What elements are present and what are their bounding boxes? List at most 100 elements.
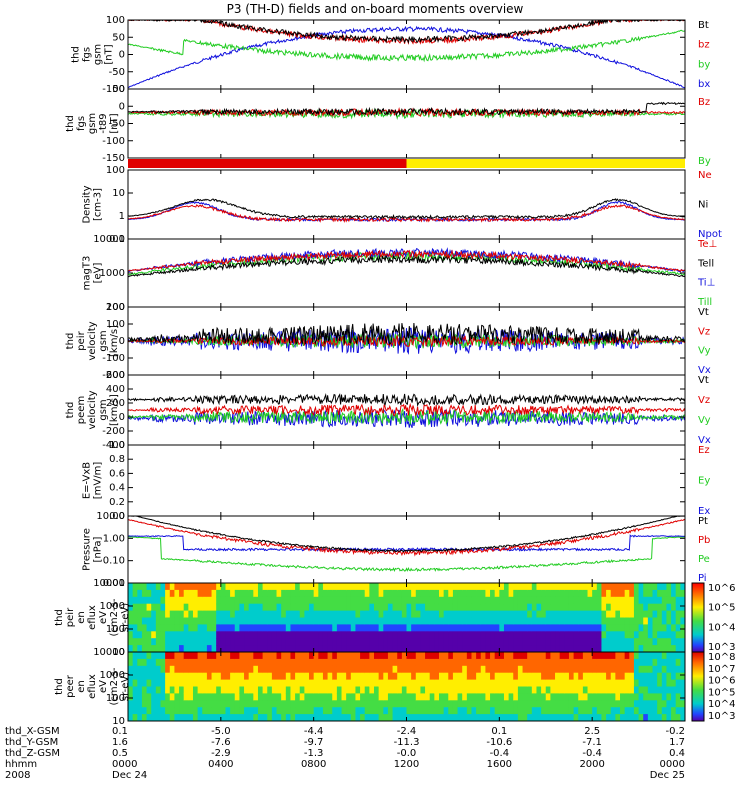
heatmap-cell (661, 638, 667, 646)
heatmap-cell (155, 672, 161, 681)
heatmap-cell (503, 589, 510, 598)
heatmap-cell (192, 624, 199, 632)
heatmap-cell (666, 645, 672, 652)
heatmap-cell (313, 624, 319, 632)
y-axis-label: en (76, 680, 87, 693)
heatmap-cell (355, 714, 361, 721)
heatmap-cell (638, 700, 644, 708)
heatmap-cell (578, 631, 584, 639)
heatmap-cell (211, 693, 217, 701)
heatmap-cell (239, 645, 245, 652)
heatmap-cell (448, 624, 454, 632)
heatmap-cell (151, 638, 157, 646)
heatmap-cell (448, 672, 454, 681)
heatmap-cell (657, 686, 663, 694)
heatmap-cell (550, 596, 556, 605)
heatmap-cell (443, 645, 449, 652)
heatmap-cell (322, 617, 329, 625)
heatmap-cell (220, 603, 226, 612)
heatmap-cell (336, 617, 343, 625)
heatmap-cell (230, 672, 236, 681)
y-tick-label: 50 (112, 84, 125, 95)
heatmap-cell (671, 700, 677, 708)
heatmap-cell (675, 589, 681, 598)
heatmap-cell (262, 617, 268, 625)
heatmap-cell (220, 658, 226, 667)
heatmap-cell (234, 583, 240, 591)
legend-entry: Pb (698, 535, 710, 546)
heatmap-cell (128, 665, 134, 674)
x-row-value: 1200 (394, 759, 419, 770)
legend-entry: Npot (698, 229, 722, 240)
heatmap-cell (425, 596, 431, 605)
heatmap-cell (541, 631, 547, 639)
heatmap-cell (392, 658, 398, 667)
heatmap-cell (387, 714, 394, 721)
heatmap-cell (179, 672, 185, 681)
heatmap-cell (643, 693, 649, 701)
heatmap-cell (490, 589, 496, 598)
heatmap-cell (476, 707, 482, 715)
heatmap-cell (443, 700, 449, 708)
heatmap-cell (318, 652, 324, 660)
heatmap-cell (564, 652, 570, 660)
legend-entry: Te⊥ (697, 239, 717, 250)
heatmap-cell (429, 714, 435, 721)
heatmap-cell (517, 665, 524, 674)
y-tick-label: 10.00 (96, 511, 125, 522)
heatmap-cell (225, 652, 231, 660)
heatmap-cell (160, 638, 166, 646)
heatmap-cell (364, 714, 370, 721)
heatmap-cell (415, 583, 421, 591)
heatmap-cell (411, 624, 417, 632)
heatmap-cell (197, 679, 203, 687)
heatmap-cell (429, 700, 435, 708)
heatmap-cell (257, 583, 264, 591)
heatmap-cell (462, 672, 468, 681)
heatmap-cell (304, 672, 310, 681)
heatmap-cell (633, 672, 640, 681)
heatmap-cell (174, 686, 180, 694)
heatmap-cell (146, 617, 152, 625)
heatmap-cell (652, 665, 658, 674)
heatmap-cell (508, 665, 514, 674)
heatmap-cell (234, 665, 240, 674)
heatmap-cell (225, 658, 231, 667)
heatmap-cell (517, 658, 524, 667)
heatmap-cell (346, 638, 352, 646)
heatmap-cell (666, 686, 672, 694)
heatmap-cell (647, 645, 654, 652)
heatmap-cell (248, 596, 254, 605)
heatmap-cell (633, 700, 640, 708)
heatmap-cell (397, 596, 403, 605)
heatmap-cell (276, 658, 282, 667)
heatmap-cell (443, 631, 449, 639)
heatmap-cell (587, 652, 593, 660)
heatmap-cell (568, 596, 575, 605)
heatmap-cell (550, 631, 556, 639)
heatmap-cell (661, 652, 667, 660)
heatmap-cell (633, 714, 640, 721)
heatmap-cell (225, 714, 231, 721)
heatmap-cell (234, 610, 240, 618)
heatmap-cell (647, 672, 654, 681)
heatmap-cell (606, 610, 612, 618)
heatmap-cell (573, 583, 579, 591)
heatmap-cell (309, 583, 315, 591)
heatmap-cell (564, 583, 570, 591)
heatmap-cell (425, 645, 431, 652)
heatmap-cell (146, 714, 152, 721)
heatmap-cell (262, 652, 268, 660)
heatmap-cell (160, 686, 166, 694)
heatmap-cell (476, 645, 482, 652)
heatmap-cell (536, 714, 542, 721)
heatmap-cell (471, 679, 477, 687)
heatmap-cell (480, 589, 486, 598)
heatmap-cell (220, 624, 226, 632)
heatmap-cell (471, 631, 477, 639)
heatmap-cell (155, 658, 161, 667)
heatmap-cell (151, 707, 157, 715)
heatmap-cell (160, 596, 166, 605)
heatmap-cell (211, 617, 217, 625)
heatmap-cell (183, 658, 189, 667)
